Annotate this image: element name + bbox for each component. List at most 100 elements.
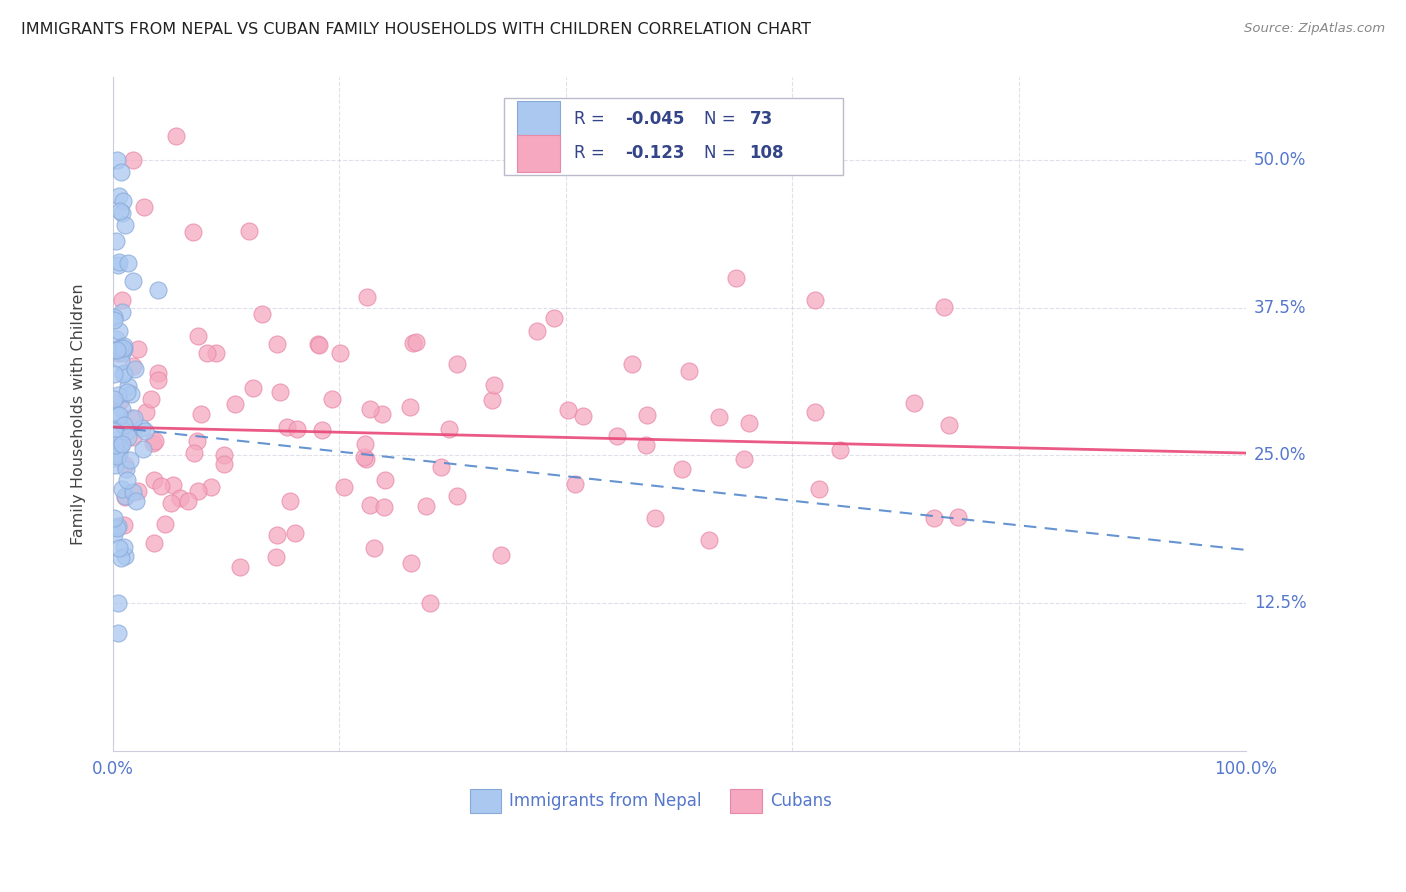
Point bbox=[356, 290, 378, 304]
Point bbox=[117, 430, 139, 444]
Point bbox=[121, 274, 143, 288]
Point bbox=[131, 420, 153, 434]
Point bbox=[738, 416, 761, 430]
Point bbox=[307, 337, 329, 351]
Text: N =: N = bbox=[704, 145, 741, 162]
Point bbox=[110, 551, 132, 566]
Point bbox=[311, 423, 333, 437]
Point bbox=[111, 346, 134, 360]
Point bbox=[405, 335, 427, 350]
Point bbox=[132, 442, 155, 456]
Point bbox=[103, 392, 125, 406]
Point bbox=[118, 453, 141, 467]
Point bbox=[141, 392, 163, 406]
Point bbox=[205, 345, 228, 359]
Point bbox=[108, 408, 131, 422]
Point bbox=[142, 435, 165, 450]
Point bbox=[114, 343, 136, 357]
Point bbox=[606, 429, 628, 443]
Point bbox=[938, 417, 960, 432]
Point bbox=[107, 254, 129, 268]
Point bbox=[266, 528, 288, 542]
Point bbox=[114, 417, 136, 432]
FancyBboxPatch shape bbox=[503, 97, 844, 175]
Point bbox=[803, 293, 825, 307]
Point bbox=[146, 283, 169, 297]
Point bbox=[111, 436, 134, 450]
Point bbox=[120, 387, 142, 401]
Point bbox=[160, 496, 183, 510]
Point bbox=[114, 489, 136, 503]
Point bbox=[114, 549, 136, 563]
Point bbox=[543, 311, 565, 326]
Point bbox=[373, 500, 395, 514]
Point bbox=[671, 462, 693, 476]
Point bbox=[105, 407, 128, 421]
Point bbox=[709, 409, 731, 424]
Point bbox=[489, 548, 512, 562]
Point bbox=[111, 367, 134, 381]
Text: Immigrants from Nepal: Immigrants from Nepal bbox=[509, 792, 702, 810]
Point bbox=[276, 419, 298, 434]
Point bbox=[103, 367, 125, 381]
Point bbox=[634, 438, 657, 452]
Point bbox=[399, 556, 422, 570]
Point bbox=[108, 440, 131, 454]
Point bbox=[572, 409, 595, 424]
Point bbox=[105, 521, 128, 535]
Point bbox=[353, 450, 375, 464]
Text: Cubans: Cubans bbox=[770, 792, 832, 810]
Point bbox=[110, 165, 132, 179]
Point bbox=[112, 366, 135, 380]
Point bbox=[114, 458, 136, 473]
Point bbox=[112, 341, 135, 355]
Point bbox=[678, 364, 700, 378]
Point bbox=[103, 450, 125, 465]
Point bbox=[142, 473, 165, 487]
Text: N =: N = bbox=[704, 111, 741, 128]
Point bbox=[107, 596, 129, 610]
Point bbox=[127, 484, 149, 499]
Point bbox=[932, 300, 955, 314]
Point bbox=[636, 408, 658, 422]
Point bbox=[724, 271, 747, 285]
Point bbox=[266, 337, 288, 351]
Point bbox=[183, 225, 205, 239]
Point bbox=[112, 540, 135, 554]
Point bbox=[415, 500, 437, 514]
Text: 12.5%: 12.5% bbox=[1254, 594, 1306, 612]
Point bbox=[108, 393, 131, 408]
Point bbox=[112, 517, 135, 532]
Point bbox=[145, 434, 167, 448]
Point bbox=[110, 204, 132, 219]
Point bbox=[446, 357, 468, 371]
Point bbox=[183, 445, 205, 459]
Point bbox=[108, 324, 131, 338]
Point bbox=[107, 346, 129, 360]
Point bbox=[321, 392, 343, 406]
Point bbox=[186, 483, 208, 498]
Bar bbox=[517, 135, 560, 172]
Point bbox=[186, 434, 208, 448]
Text: 25.0%: 25.0% bbox=[1254, 446, 1306, 465]
Point bbox=[229, 559, 252, 574]
Point bbox=[105, 449, 128, 463]
Point bbox=[125, 494, 148, 508]
Bar bbox=[730, 789, 762, 814]
Text: 50.0%: 50.0% bbox=[1254, 151, 1306, 169]
Point bbox=[107, 518, 129, 533]
Point bbox=[103, 343, 125, 358]
Point bbox=[110, 341, 132, 355]
Point bbox=[399, 401, 422, 415]
Point bbox=[111, 194, 134, 209]
Point bbox=[108, 441, 131, 455]
Point bbox=[264, 550, 287, 565]
Point bbox=[110, 354, 132, 368]
Point bbox=[148, 373, 170, 387]
Point bbox=[285, 422, 308, 436]
Point bbox=[112, 338, 135, 352]
Point bbox=[280, 493, 302, 508]
Point bbox=[359, 499, 381, 513]
Point bbox=[122, 485, 145, 500]
Point bbox=[104, 458, 127, 472]
